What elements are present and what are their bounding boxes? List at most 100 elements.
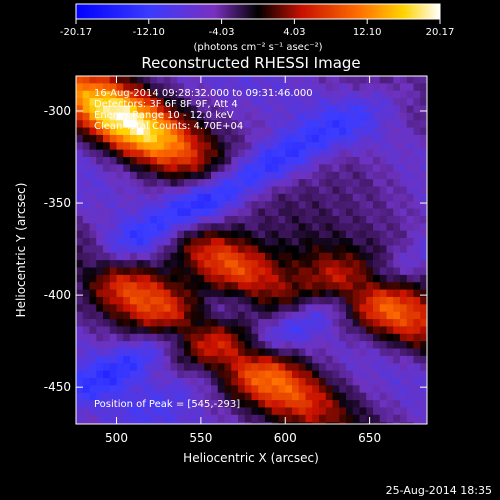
heatmap-cell — [292, 311, 300, 320]
heatmap-cell — [278, 157, 286, 165]
heatmap-cell — [379, 319, 387, 327]
heatmap-cell — [76, 127, 84, 136]
heatmap-cell — [393, 355, 401, 364]
heatmap-cell — [285, 370, 293, 379]
heatmap-cell — [379, 186, 387, 195]
heatmap-cell — [413, 105, 421, 114]
heatmap-cell — [163, 392, 171, 401]
heatmap-cell — [373, 179, 381, 187]
heatmap-cell — [211, 98, 219, 106]
heatmap-cell — [231, 83, 239, 92]
heatmap-cell — [386, 127, 394, 136]
heatmap-cell — [82, 377, 90, 386]
heatmap-cell — [319, 355, 327, 364]
heatmap-cell — [96, 134, 104, 143]
heatmap-cell — [339, 260, 347, 268]
heatmap-cell — [312, 186, 320, 195]
heatmap-cell — [217, 98, 225, 106]
heatmap-cell — [366, 252, 374, 261]
heatmap-cell — [163, 296, 171, 305]
heatmap-cell — [298, 208, 306, 217]
heatmap-cell — [285, 90, 293, 99]
heatmap-cell — [258, 179, 266, 187]
heatmap-cell — [211, 282, 219, 291]
heatmap-cell — [278, 112, 286, 121]
heatmap-cell — [278, 149, 286, 158]
heatmap-cell — [359, 407, 367, 416]
heatmap-cell — [413, 348, 421, 357]
heatmap-cell — [359, 127, 367, 136]
heatmap-cell — [231, 400, 239, 408]
heatmap-cell — [76, 142, 84, 151]
heatmap-cell — [420, 230, 427, 239]
heatmap-cell — [400, 326, 408, 335]
heatmap-cell — [325, 142, 333, 151]
annotation-clean-counts: Clean Total Counts: 4.70E+04 — [94, 121, 243, 132]
heatmap-cell — [420, 164, 427, 173]
heatmap-cell — [89, 90, 97, 99]
heatmap-cell — [258, 112, 266, 121]
heatmap-cell — [339, 112, 347, 121]
heatmap-cell — [204, 282, 212, 291]
heatmap-cell — [89, 179, 97, 187]
heatmap-cell — [278, 245, 286, 254]
heatmap-cell — [238, 289, 246, 298]
heatmap-cell — [312, 355, 320, 364]
heatmap-cell — [271, 193, 279, 202]
heatmap-cell — [352, 348, 360, 357]
heatmap-cell — [217, 296, 225, 305]
heatmap-cell — [352, 164, 360, 173]
heatmap-cell — [366, 407, 374, 416]
heatmap-cell — [82, 179, 90, 187]
heatmap-cell — [150, 83, 158, 92]
heatmap-cell — [96, 127, 104, 136]
heatmap-cell — [305, 274, 313, 283]
heatmap-cell — [157, 274, 165, 283]
heatmap-cell — [238, 120, 246, 129]
heatmap-cell — [89, 333, 97, 342]
heatmap-cell — [400, 142, 408, 151]
heatmap-cell — [366, 326, 374, 335]
heatmap-cell — [386, 407, 394, 416]
heatmap-cell — [312, 127, 320, 136]
heatmap-cell — [150, 289, 158, 298]
heatmap-cell — [136, 164, 144, 173]
heatmap-cell — [292, 171, 300, 180]
heatmap-cell — [379, 245, 387, 254]
heatmap-cell — [413, 120, 421, 129]
heatmap-cell — [420, 274, 427, 283]
heatmap-cell — [163, 215, 171, 224]
heatmap-cell — [76, 326, 84, 335]
heatmap-cell — [305, 215, 313, 224]
heatmap-cell — [352, 142, 360, 151]
heatmap-cell — [251, 333, 259, 342]
heatmap-cell — [305, 422, 313, 424]
heatmap-cell — [136, 377, 144, 386]
heatmap-cell — [292, 230, 300, 239]
heatmap-cell — [190, 252, 198, 261]
heatmap-cell — [359, 90, 367, 99]
heatmap-cell — [231, 201, 239, 210]
heatmap-cell — [116, 223, 124, 232]
heatmap-cell — [319, 186, 327, 195]
heatmap-cell — [339, 274, 347, 283]
heatmap-cell — [109, 149, 117, 158]
heatmap-cell — [89, 407, 97, 416]
heatmap-cell — [379, 370, 387, 379]
heatmap-cell — [116, 296, 124, 305]
heatmap-cell — [346, 98, 354, 106]
heatmap-cell — [278, 215, 286, 224]
heatmap-cell — [204, 289, 212, 298]
heatmap-cell — [211, 311, 219, 320]
heatmap-cell — [400, 304, 408, 313]
heatmap-cell — [190, 370, 198, 379]
heatmap-cell — [190, 83, 198, 92]
heatmap-cell — [238, 215, 246, 224]
heatmap-cell — [170, 208, 178, 217]
heatmap-cell — [413, 252, 421, 261]
heatmap-cell — [366, 363, 374, 372]
heatmap-cell — [319, 289, 327, 298]
heatmap-cell — [170, 377, 178, 386]
heatmap-cell — [271, 319, 279, 327]
heatmap-cell — [157, 238, 165, 246]
